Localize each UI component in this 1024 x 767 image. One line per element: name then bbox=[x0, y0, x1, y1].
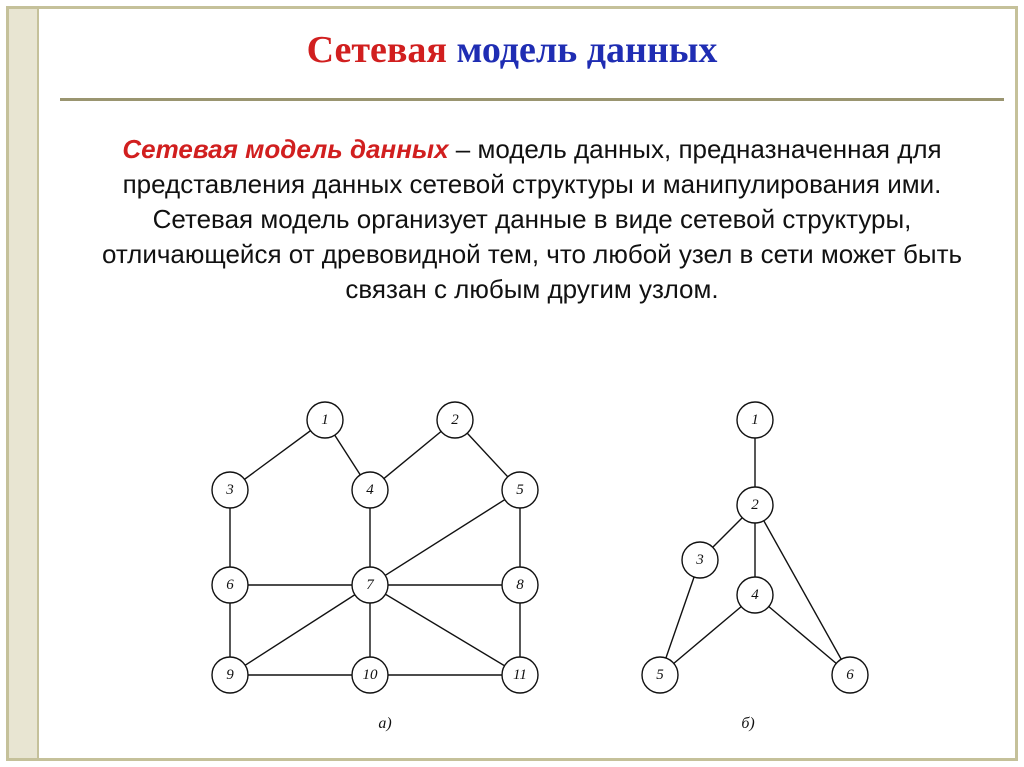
node-label: 1 bbox=[321, 412, 329, 428]
slide-title: Сетевая модель данных bbox=[0, 28, 1024, 72]
node-label: 4 bbox=[366, 482, 374, 498]
slide: Сетевая модель данных Сетевая модель дан… bbox=[0, 0, 1024, 767]
node-label: 3 bbox=[225, 482, 234, 498]
node-label: 2 bbox=[751, 497, 759, 513]
edge bbox=[370, 585, 520, 675]
node-label: 2 bbox=[451, 412, 459, 428]
node-label: 4 bbox=[751, 587, 759, 603]
paragraph-2: Сетевая модель организует данные в виде … bbox=[80, 202, 984, 307]
node-label: 1 bbox=[751, 412, 759, 428]
node-label: 6 bbox=[226, 577, 234, 593]
subplot-label: а) bbox=[378, 715, 391, 732]
title-part-1: Сетевая bbox=[307, 29, 457, 71]
title-part-2: модель данных bbox=[456, 29, 717, 71]
node-label: 3 bbox=[695, 552, 704, 568]
body-text: Сетевая модель данных – модель данных, п… bbox=[80, 132, 984, 307]
diagram-svg: 1234567891011123456 а)б) bbox=[140, 390, 900, 740]
node-label: 8 bbox=[516, 577, 524, 593]
subplot-label: б) bbox=[741, 715, 754, 732]
node-label: 5 bbox=[656, 667, 664, 683]
left-sidebar bbox=[9, 9, 39, 758]
paragraph-1: Сетевая модель данных – модель данных, п… bbox=[80, 132, 984, 202]
definition-term: Сетевая модель данных bbox=[122, 134, 448, 164]
edge bbox=[370, 490, 520, 585]
edge bbox=[230, 585, 370, 675]
node-label: 6 bbox=[846, 667, 854, 683]
network-diagram: 1234567891011123456 а)б) bbox=[140, 390, 900, 740]
node-label: 11 bbox=[513, 667, 527, 683]
node-label: 10 bbox=[363, 667, 379, 683]
node-label: 9 bbox=[226, 667, 234, 683]
node-label: 5 bbox=[516, 482, 524, 498]
title-divider bbox=[60, 98, 1004, 101]
